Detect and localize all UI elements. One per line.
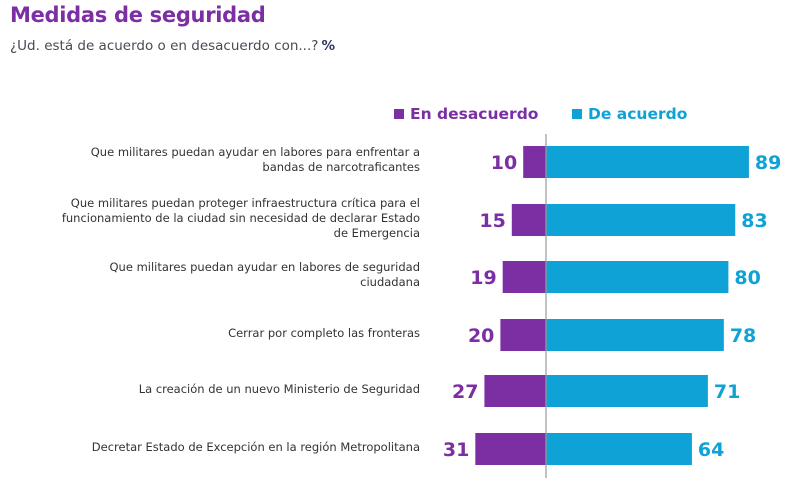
category-label-line: La creación de un nuevo Ministerio de Se… [138,381,420,396]
legend-swatch-disagree [394,109,404,119]
category-label-line: Que militares puedan ayudar en labores d… [109,260,421,274]
subtitle-text: ¿Ud. está de acuerdo o en desacuerdo con… [10,38,319,54]
category-label-line: Que militares puedan ayudar en labores p… [90,145,420,159]
bar-agree [546,261,729,293]
legend-item-disagree: En desacuerdo [394,105,538,123]
category-label: Que militares puedan ayudar en labores d… [20,260,421,290]
category-label: Cerrar por completo las fronteras [20,326,420,341]
legend-item-agree: De acuerdo [572,105,687,123]
chart-title: Medidas de seguridad [10,3,266,27]
bar-disagree [523,146,546,178]
bar-agree [546,375,708,407]
legend-label-agree: De acuerdo [588,105,688,123]
data-label-agree: 80 [734,267,760,289]
bar-disagree [484,375,546,407]
data-label-disagree: 20 [468,325,494,347]
bar-disagree [500,319,546,351]
category-label-line: Decretar Estado de Excepción en la regió… [91,439,420,454]
data-label-disagree: 10 [491,152,517,174]
data-label-agree: 89 [755,152,781,174]
data-label-disagree: 19 [470,267,496,289]
legend-swatch-agree [572,109,582,119]
data-label-agree: 64 [698,439,724,461]
category-label: Decretar Estado de Excepción en la regió… [20,440,420,455]
bar-agree [546,204,736,236]
data-label-agree: 78 [730,325,756,347]
unit-label: % [321,38,335,54]
category-label: La creación de un nuevo Ministerio de Se… [20,382,420,397]
category-label-line: Cerrar por completo las fronteras [228,325,420,340]
category-label-line: bandas de narcotraficantes [262,160,420,174]
category-label-line: de Emergencia [333,225,420,240]
bar-disagree [475,433,546,465]
bar-agree [546,319,724,351]
chart-subtitle: ¿Ud. está de acuerdo o en desacuerdo con… [10,38,335,54]
legend-label-disagree: En desacuerdo [410,105,539,123]
category-label-line: Que militares puedan proteger infraestru… [70,195,420,210]
data-label-agree: 83 [741,210,767,232]
bar-disagree [511,204,546,236]
data-label-disagree: 15 [479,210,505,232]
bar-agree [546,433,692,465]
bar-agree [546,146,749,178]
category-label-line: funcionamiento de la ciudad sin necesida… [61,210,420,225]
data-label-disagree: 27 [452,381,478,403]
data-label-agree: 71 [714,381,740,403]
data-label-disagree: 31 [443,439,469,461]
category-label-line: ciudadana [360,275,420,289]
category-label: Que militares puedan proteger infraestru… [20,196,420,241]
category-label: Que militares puedan ayudar en labores p… [20,145,420,175]
bar-disagree [502,261,546,293]
